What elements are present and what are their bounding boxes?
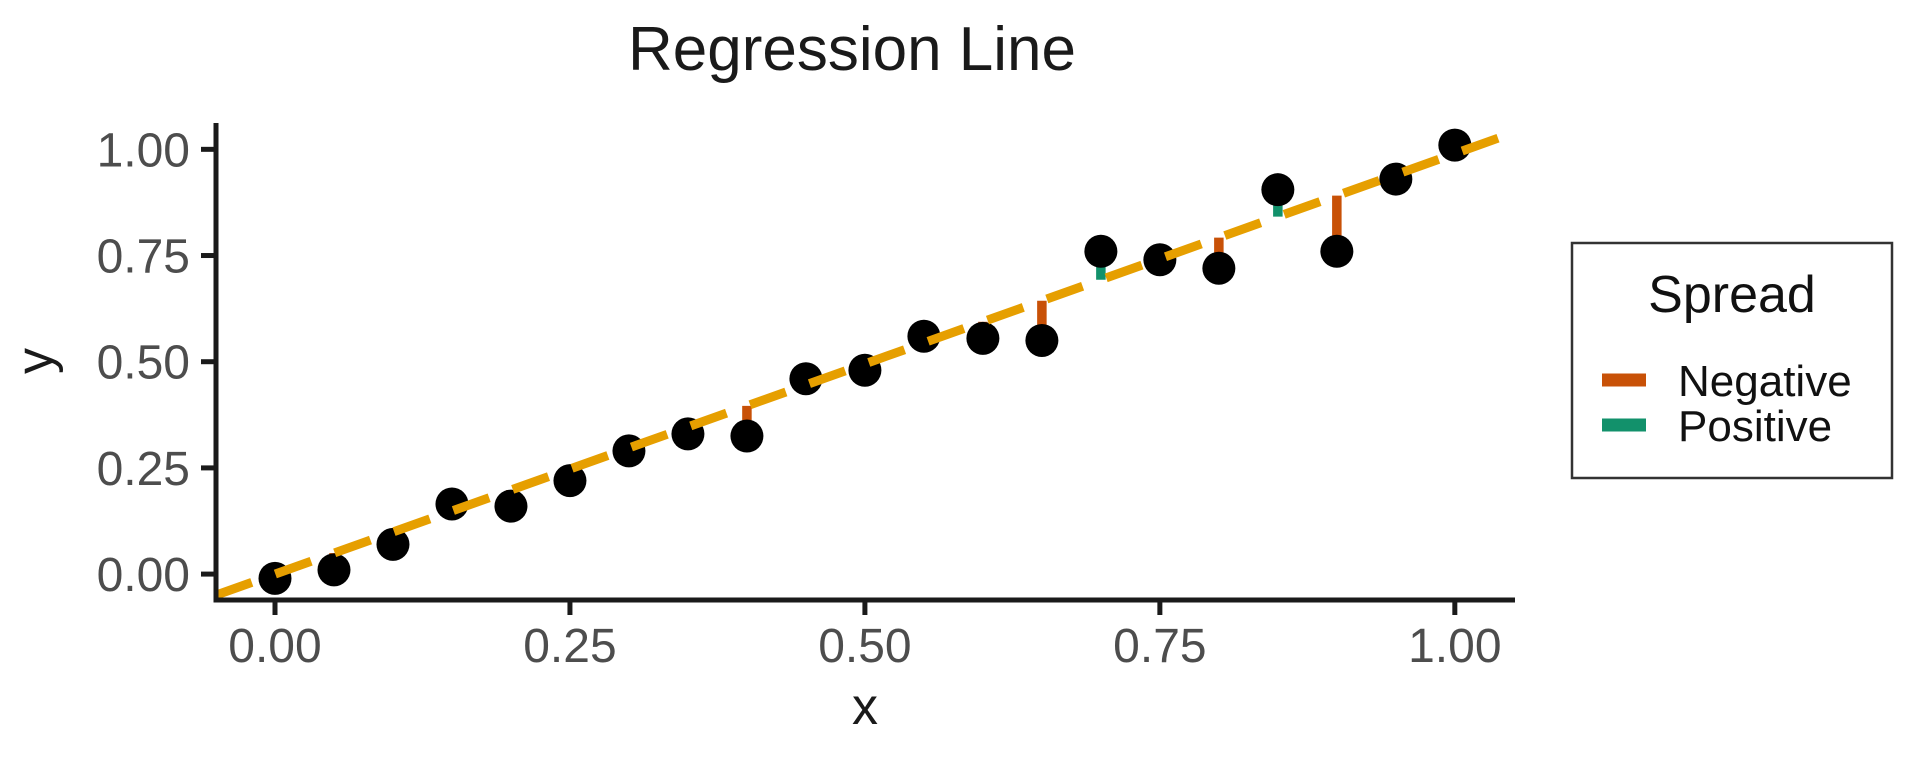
x-tick-label: 0.25 — [523, 620, 616, 673]
legend-label-negative: Negative — [1678, 357, 1852, 406]
data-point — [1320, 234, 1354, 268]
data-point — [1143, 243, 1177, 277]
plot-title: Regression Line — [628, 15, 1076, 84]
legend-title: Spread — [1648, 266, 1816, 324]
data-point — [966, 321, 1000, 355]
y-tick-label: 0.00 — [97, 549, 190, 602]
y-tick-label: 0.75 — [97, 231, 190, 284]
data-point — [730, 419, 764, 453]
y-tick-label: 1.00 — [97, 124, 190, 177]
data-point — [317, 553, 351, 587]
y-tick-label: 0.25 — [97, 443, 190, 496]
data-point — [1202, 251, 1236, 285]
y-axis-title: y — [6, 348, 64, 374]
x-axis-title: x — [852, 678, 878, 736]
data-point — [376, 527, 410, 561]
data-point — [1261, 173, 1295, 207]
x-tick-label: 0.00 — [228, 620, 321, 673]
data-point — [789, 362, 823, 396]
plot-panel: 0.00 0.25 0.50 0.75 1.00 0.00 0.25 0.50 0.75 1.00 — [97, 123, 1517, 673]
regression-line — [214, 127, 1517, 600]
y-tick-label: 0.50 — [97, 337, 190, 390]
x-tick-label: 0.50 — [818, 620, 911, 673]
x-tick-label: 0.75 — [1113, 620, 1206, 673]
data-point — [1084, 234, 1118, 268]
legend-box — [1570, 241, 1894, 480]
data-point — [1025, 323, 1059, 357]
x-tick-label: 1.00 — [1408, 620, 1501, 673]
data-point — [494, 489, 528, 523]
data-point — [553, 464, 587, 498]
legend-label-positive: Positive — [1678, 402, 1832, 451]
legend: Spread Negative Positive — [1570, 241, 1894, 480]
